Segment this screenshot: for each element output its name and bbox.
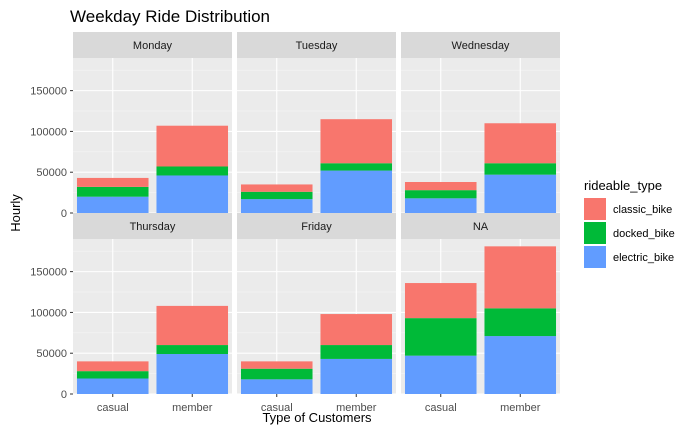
x-tick-label: casual — [97, 402, 129, 414]
bar-friday-casual-electric-bike — [240, 379, 313, 394]
x-tick-label: member — [500, 402, 541, 414]
bar-tuesday-casual-classic-bike — [240, 184, 313, 192]
x-axis-title: Type of Customers — [262, 410, 372, 425]
bar-na-casual-docked-bike — [404, 318, 477, 356]
legend-label: classic_bike — [613, 204, 672, 216]
bar-wednesday-casual-docked-bike — [404, 190, 477, 199]
x-tick-label: casual — [425, 402, 457, 414]
facet-strip — [401, 32, 560, 58]
legend-label: electric_bike — [613, 252, 674, 264]
facet-strip-label: Tuesday — [296, 40, 338, 52]
x-tick-label: member — [336, 402, 377, 414]
x-tick-label: casual — [261, 402, 293, 414]
y-axis-title: Hourly — [8, 194, 23, 232]
y-axis-tick-labels: 0 50000 100000 150000 0 50000 100000 150000 — [30, 86, 73, 401]
bar-monday-casual-classic-bike — [76, 177, 149, 187]
bar-wednesday-member-electric-bike — [484, 174, 557, 213]
x-tick-label: member — [172, 402, 213, 414]
facet-panel-friday: Friday — [237, 213, 396, 395]
bar-tuesday-member-docked-bike — [320, 163, 393, 171]
bar-thursday-member-electric-bike — [156, 354, 229, 394]
bar-thursday-member-classic-bike — [156, 305, 229, 346]
bar-monday-member-docked-bike — [156, 166, 229, 176]
x-axis-tick-labels: casual member casual member casual member — [97, 394, 541, 414]
bar-na-member-electric-bike — [484, 336, 557, 394]
y-tick-label: 0 — [61, 208, 67, 220]
legend-label: docked_bike — [613, 228, 675, 240]
facet-panel-thursday: Thursday — [73, 213, 232, 395]
facet-strip-label: Monday — [133, 40, 173, 52]
facet-panels: Monday Tuesday Wednesday Thursday Friday NA — [73, 32, 560, 395]
facet-strip-label: Wednesday — [452, 40, 510, 52]
y-tick-label: 150000 — [30, 267, 67, 279]
bar-tuesday-member-electric-bike — [320, 170, 393, 213]
bar-tuesday-casual-docked-bike — [240, 191, 313, 200]
facet-panel-tuesday: Tuesday — [237, 32, 396, 214]
bar-na-member-classic-bike — [484, 246, 557, 309]
bar-tuesday-casual-electric-bike — [240, 199, 313, 213]
legend-title: rideable_type — [584, 178, 662, 193]
bar-thursday-casual-electric-bike — [76, 378, 149, 394]
bar-wednesday-member-classic-bike — [484, 123, 557, 164]
bar-monday-member-electric-bike — [156, 175, 229, 213]
bar-thursday-casual-docked-bike — [76, 371, 149, 379]
chart-title: Weekday Ride Distribution — [70, 7, 270, 26]
facet-strip — [73, 213, 232, 239]
bar-friday-casual-classic-bike — [240, 361, 313, 369]
facet-strip-label: NA — [473, 221, 489, 233]
bar-na-casual-classic-bike — [404, 283, 477, 319]
y-tick-label: 100000 — [30, 307, 67, 319]
facet-panel-wednesday: Wednesday — [401, 32, 560, 214]
legend: rideable_type classic_bike docked_bikeele… — [584, 178, 675, 268]
bar-wednesday-casual-classic-bike — [404, 182, 477, 191]
y-tick-label: 50000 — [36, 167, 67, 179]
bar-monday-casual-docked-bike — [76, 186, 149, 197]
bar-tuesday-member-classic-bike — [320, 119, 393, 164]
facet-strip — [401, 213, 560, 239]
bar-friday-casual-docked-bike — [240, 368, 313, 380]
bar-friday-member-docked-bike — [320, 345, 393, 359]
bar-na-casual-electric-bike — [404, 355, 477, 394]
y-tick-label: 100000 — [30, 126, 67, 138]
bar-thursday-member-docked-bike — [156, 345, 229, 355]
legend-key-electric-bike — [584, 246, 606, 268]
bar-wednesday-casual-electric-bike — [404, 198, 477, 213]
bar-friday-member-electric-bike — [320, 358, 393, 394]
facet-strip-label: Friday — [301, 221, 332, 233]
y-tick-label: 150000 — [30, 86, 67, 98]
facet-strip — [237, 32, 396, 58]
facet-strip — [73, 32, 232, 58]
facet-panel-monday: Monday — [73, 32, 232, 214]
facet-strip — [237, 213, 396, 239]
y-tick-label: 0 — [61, 389, 67, 401]
bar-monday-member-classic-bike — [156, 125, 229, 167]
bar-monday-casual-electric-bike — [76, 196, 149, 213]
bar-na-member-docked-bike — [484, 308, 557, 337]
bar-wednesday-member-docked-bike — [484, 163, 557, 175]
legend-key-classic-bike — [584, 198, 606, 220]
facet-strip-label: Thursday — [130, 221, 176, 233]
facet-panel-na: NA — [401, 213, 560, 395]
bar-thursday-casual-classic-bike — [76, 361, 149, 372]
y-tick-label: 50000 — [36, 348, 67, 360]
legend-key-docked-bike — [584, 222, 606, 244]
bar-friday-member-classic-bike — [320, 314, 393, 346]
